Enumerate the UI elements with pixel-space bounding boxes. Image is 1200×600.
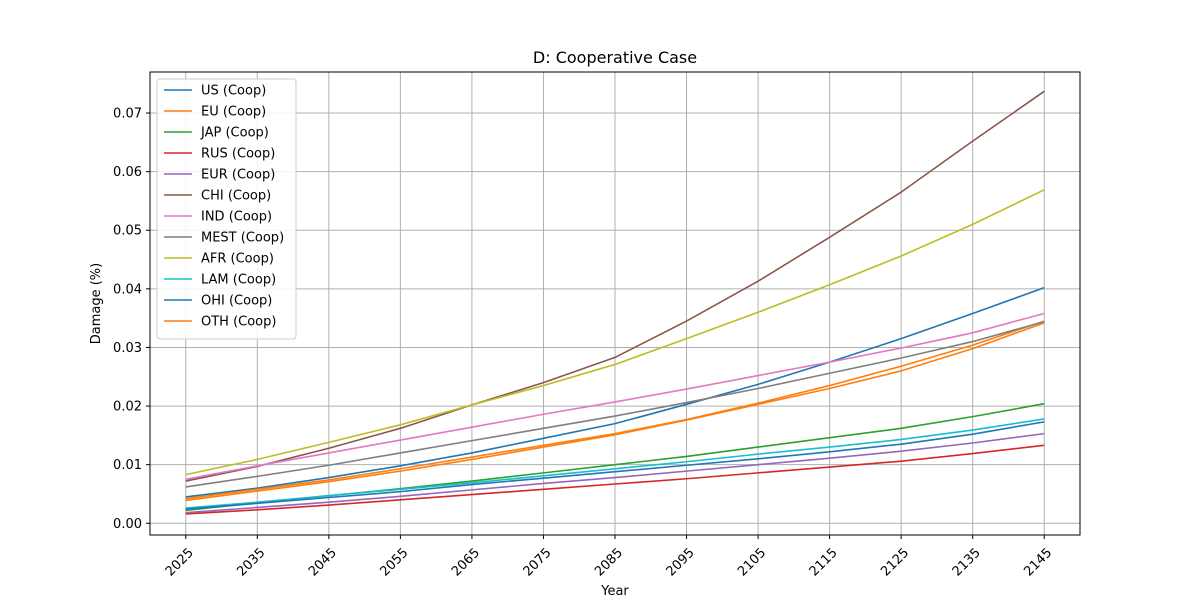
- legend-label: OHI (Coop): [201, 294, 272, 309]
- series-lines: [185, 90, 1045, 515]
- series-line-ind: [185, 312, 1045, 481]
- x-tick-label: 2135: [950, 545, 984, 579]
- y-tick-label: 0.02: [113, 400, 142, 415]
- legend-label: AFR (Coop): [201, 252, 274, 267]
- series-line-oth: [185, 322, 1045, 502]
- x-tick-label: 2085: [592, 545, 626, 579]
- legend-label: IND (Coop): [201, 210, 272, 225]
- x-tick-label: 2045: [306, 545, 340, 579]
- y-tick-label: 0.01: [113, 458, 142, 473]
- legend-label: JAP (Coop): [200, 126, 269, 141]
- legend-label: MEST (Coop): [201, 231, 284, 246]
- legend-label: RUS (Coop): [201, 147, 275, 162]
- x-tick-label: 2055: [377, 545, 411, 579]
- y-tick-label: 0.06: [113, 165, 142, 180]
- y-tick-label: 0.07: [113, 107, 142, 122]
- series-line-ohi: [185, 421, 1045, 511]
- x-tick-label: 2115: [807, 545, 841, 579]
- legend-label: EU (Coop): [201, 105, 266, 120]
- x-tick-label: 2065: [449, 545, 483, 579]
- y-tick-label: 0.05: [113, 224, 142, 239]
- legend-label: OTH (Coop): [201, 315, 276, 330]
- legend: US (Coop) EU (Coop) JAP (Coop) RUS (Coop) EU…: [156, 78, 297, 340]
- x-tick-label: 2105: [735, 545, 769, 579]
- series-line-eur: [185, 432, 1045, 514]
- legend-label: EUR (Coop): [201, 168, 275, 183]
- chart-title: D: Cooperative Case: [533, 48, 697, 67]
- legend-box: [156, 78, 297, 340]
- legend-label: US (Coop): [201, 84, 266, 99]
- y-tick-label: 0.03: [113, 341, 142, 356]
- x-tick-label: 2075: [521, 545, 555, 579]
- x-tick-label: 2125: [878, 545, 912, 579]
- legend-label: LAM (Coop): [201, 273, 276, 288]
- x-tick-label: 2025: [163, 545, 197, 579]
- series-line-lam: [185, 418, 1045, 509]
- x-axis-title: Year: [600, 584, 629, 599]
- x-tick-label: 2145: [1021, 545, 1055, 579]
- series-line-chi: [185, 90, 1045, 482]
- x-tick-label: 2095: [664, 545, 698, 579]
- series-line-afr: [185, 189, 1045, 476]
- series-line-us: [185, 286, 1045, 498]
- x-tick-label: 2035: [234, 545, 268, 579]
- y-tick-label: 0.04: [113, 282, 142, 297]
- series-line-eu: [185, 320, 1045, 500]
- legend-label: CHI (Coop): [201, 189, 271, 204]
- y-tick-label: 0.00: [113, 517, 142, 532]
- grid: [150, 72, 1080, 535]
- series-line-rus: [185, 444, 1045, 515]
- y-axis-title: Damage (%): [89, 263, 104, 345]
- series-line-mest: [185, 320, 1045, 488]
